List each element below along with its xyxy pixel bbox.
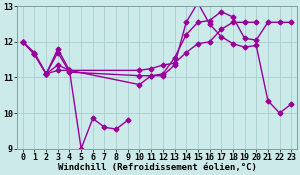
X-axis label: Windchill (Refroidissement éolien,°C): Windchill (Refroidissement éolien,°C) (58, 163, 256, 172)
